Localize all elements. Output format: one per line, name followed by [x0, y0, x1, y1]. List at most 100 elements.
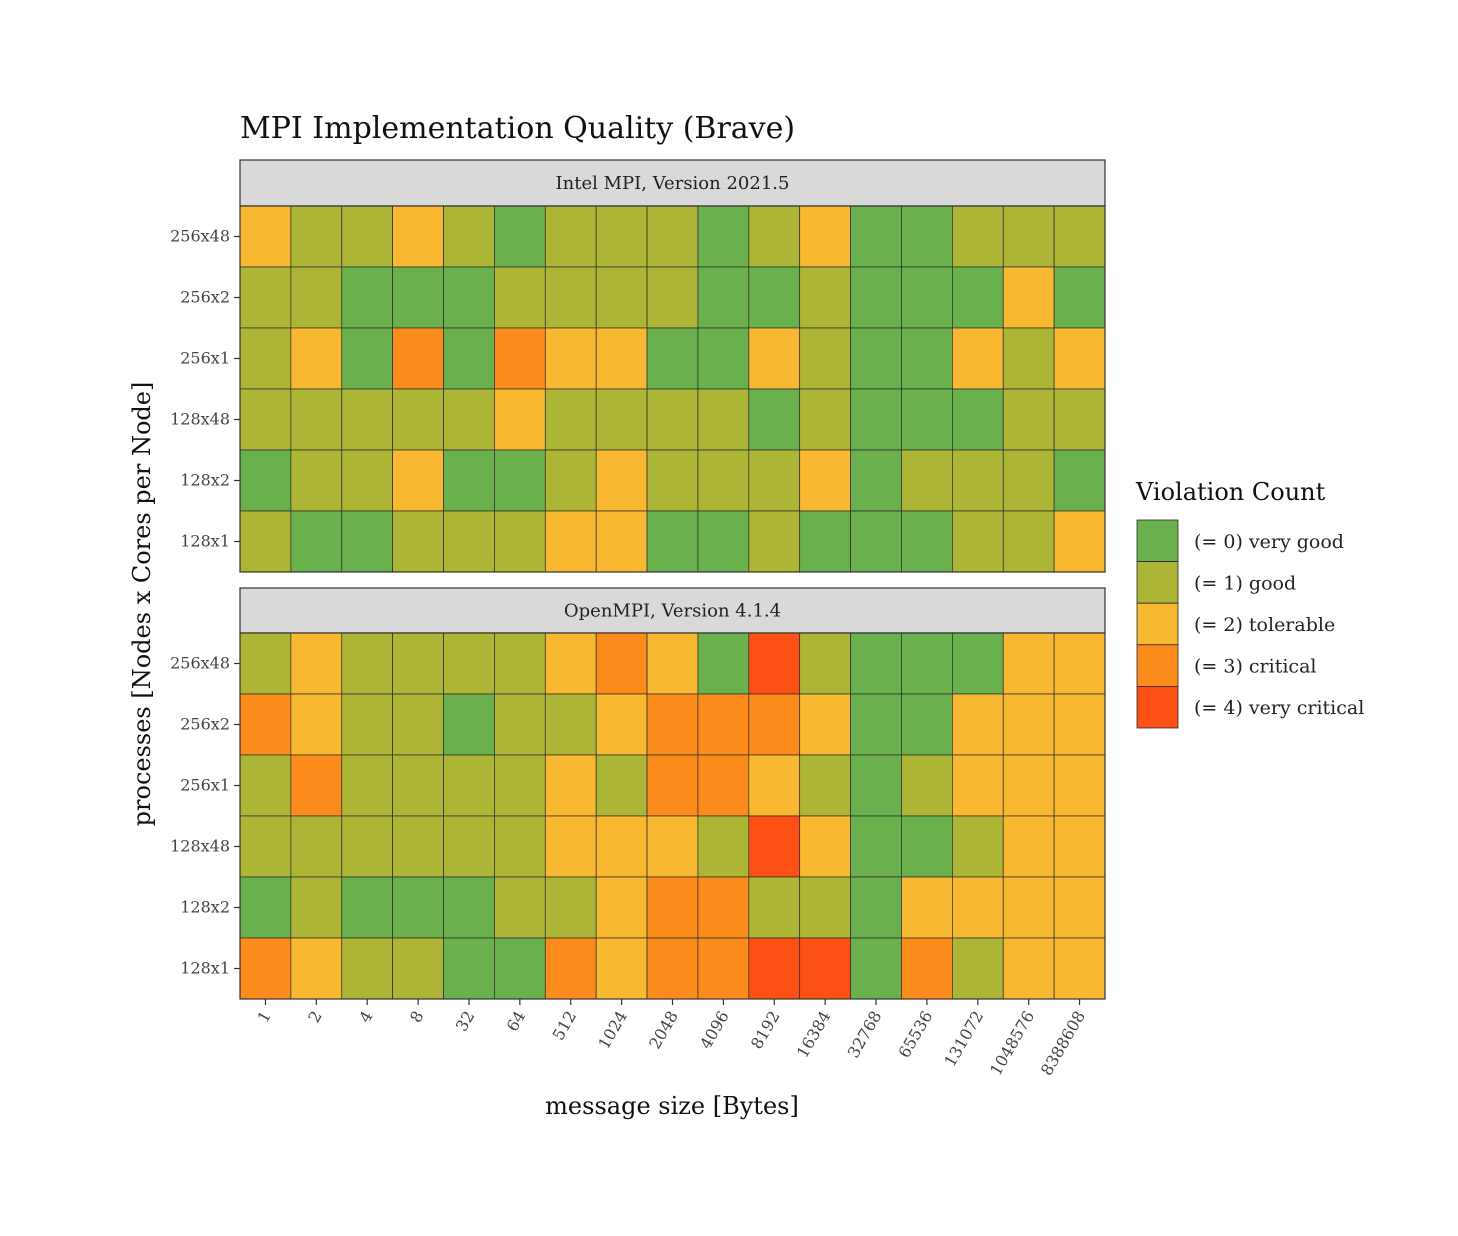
heatmap-cell: [544, 266, 597, 329]
heatmap-cell: [494, 815, 546, 878]
heatmap-cell: [544, 327, 597, 390]
heatmap-cell: [341, 693, 393, 756]
y-tick-label: 256x2: [180, 715, 230, 734]
heatmap-cell: [799, 266, 851, 329]
legend-label: (= 4) very critical: [1194, 697, 1364, 719]
heatmap-cell: [952, 876, 1004, 939]
heatmap-cell: [1002, 632, 1055, 695]
heatmap-cell: [1053, 266, 1106, 329]
heatmap-cell: [443, 693, 495, 756]
heatmap-cell: [290, 937, 343, 1000]
heatmap-cell: [952, 632, 1004, 695]
heatmap-cell: [697, 693, 750, 756]
heatmap-cell: [646, 693, 699, 756]
x-axis-title: message size [Bytes]: [545, 1092, 799, 1120]
y-tick-label: 256x1: [180, 349, 230, 368]
heatmap-cell: [1053, 937, 1106, 1000]
heatmap-cell: [748, 815, 801, 878]
x-tick-label: 1024: [594, 1008, 631, 1053]
heatmap-cell: [748, 937, 801, 1000]
facet-strip: [239, 587, 1106, 634]
heatmap-cell: [850, 815, 902, 878]
y-tick-label: 256x1: [180, 776, 230, 795]
heatmap-cell: [544, 632, 597, 695]
heatmap-cell: [901, 815, 953, 878]
heatmap-cell: [239, 388, 292, 451]
heatmap-cell: [290, 510, 343, 573]
heatmap-cell: [646, 388, 699, 451]
heatmap-cell: [392, 388, 444, 451]
heatmap-cell: [443, 754, 495, 817]
heatmap-cell: [799, 693, 851, 756]
y-tick-label: 128x1: [180, 959, 230, 978]
heatmap-cell: [494, 388, 546, 451]
heatmap-cell: [290, 205, 343, 268]
heatmap-cell: [952, 327, 1004, 390]
x-tick-label: 4096: [696, 1008, 733, 1053]
heatmap-cell: [1002, 510, 1055, 573]
heatmap-cell: [850, 266, 902, 329]
heatmap-cell: [646, 510, 699, 573]
heatmap-cell: [748, 266, 801, 329]
heatmap-cell: [799, 388, 851, 451]
panel-2: OpenMPI, Version 4.1.4 256x48 256x2 256x1 12…: [170, 587, 1106, 1000]
heatmap-cell: [341, 388, 393, 451]
heatmap-cell: [392, 876, 444, 939]
heatmap-cell: [1002, 205, 1055, 268]
x-tick-label: 2: [304, 1008, 326, 1026]
heatmap-cell: [697, 327, 750, 390]
heatmap-cell: [1053, 327, 1106, 390]
y-tick-label: 128x48: [170, 410, 230, 429]
heatmap-cell: [544, 510, 597, 573]
heatmap-cell: [1053, 815, 1106, 878]
legend-label: (= 3) critical: [1194, 656, 1316, 678]
heatmap-cell: [748, 754, 801, 817]
y-tick-label: 128x2: [180, 471, 230, 490]
legend: Violation Count (= 0) very good (= 1) goo…: [1135, 478, 1364, 729]
heatmap-cell: [443, 449, 495, 512]
legend-key: [1136, 686, 1179, 729]
heatmap-cell: [290, 449, 343, 512]
heatmap-cell: [290, 693, 343, 756]
heatmap-cell: [952, 754, 1004, 817]
heatmap-cell: [595, 876, 648, 939]
heatmap-cell: [544, 693, 597, 756]
panels: Intel MPI, Version 2021.5 256x48 256x2 256x…: [170, 159, 1106, 1000]
heatmap-cell: [748, 449, 801, 512]
heatmap-cell: [799, 632, 851, 695]
heatmap-cell: [544, 205, 597, 268]
heatmap-cell: [392, 754, 444, 817]
chart-title: MPI Implementation Quality (Brave): [240, 111, 795, 146]
heatmap-cell: [392, 815, 444, 878]
heatmap-cell: [595, 815, 648, 878]
heatmap-cell: [1053, 632, 1106, 695]
heatmap-cell: [850, 937, 902, 1000]
heatmap-cell: [697, 815, 750, 878]
heatmap-cell: [443, 327, 495, 390]
legend-key: [1136, 644, 1179, 687]
heatmap-cell: [748, 876, 801, 939]
x-tick-label: 16384: [793, 1008, 835, 1062]
heatmap-cell: [697, 937, 750, 1000]
heatmap-cell: [799, 449, 851, 512]
heatmap-cell: [341, 876, 393, 939]
y-tick-label: 128x1: [180, 532, 230, 551]
heatmap-cell: [748, 327, 801, 390]
heatmap-cell: [646, 937, 699, 1000]
heatmap-cell: [850, 449, 902, 512]
heatmap-cell: [595, 388, 648, 451]
heatmap-cell: [799, 815, 851, 878]
panel-1: Intel MPI, Version 2021.5 256x48 256x2 256x…: [170, 159, 1106, 573]
heatmap-cell: [494, 266, 546, 329]
heatmap-cell: [239, 449, 292, 512]
heatmap-cell: [646, 327, 699, 390]
heatmap-cell: [748, 632, 801, 695]
heatmap-cell: [1002, 876, 1055, 939]
heatmap-cell: [239, 693, 292, 756]
heatmap-cell: [850, 327, 902, 390]
heatmap-cell: [443, 510, 495, 573]
heatmap-cell: [341, 327, 393, 390]
heatmap-cell: [1002, 449, 1055, 512]
heatmap-cell: [392, 510, 444, 573]
heatmap-cell: [901, 693, 953, 756]
